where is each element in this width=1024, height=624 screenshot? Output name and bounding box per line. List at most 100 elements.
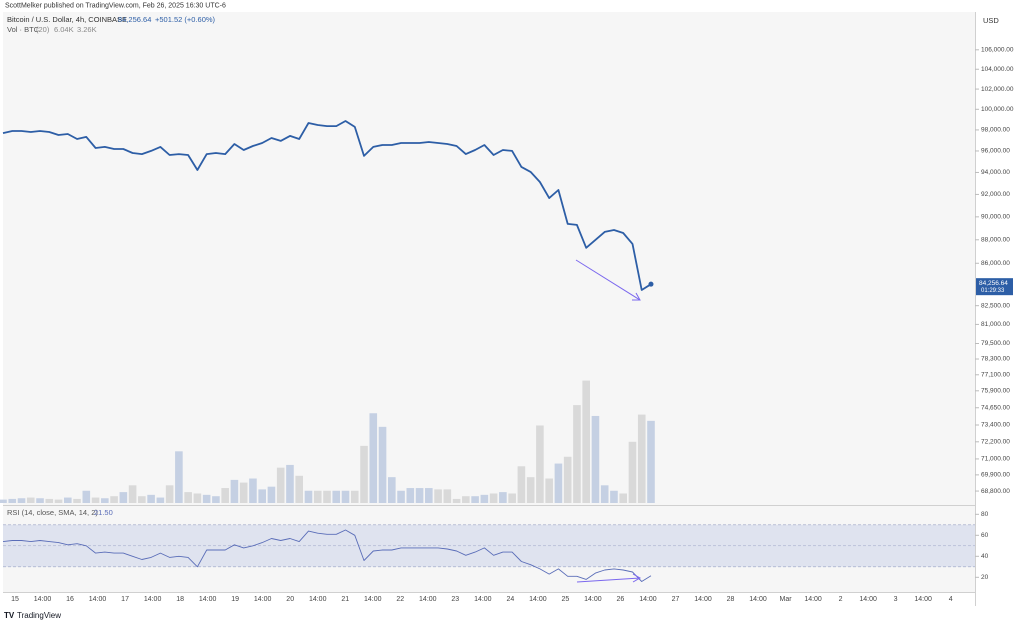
volume-bar (313, 490, 322, 503)
arrow-head (632, 292, 641, 301)
y-tick-label: 68,800.00 (981, 488, 1010, 495)
last-point (648, 281, 654, 287)
y-tick-label: 75,900.00 (981, 388, 1010, 395)
volume-params: (20) (36, 25, 50, 34)
volume-bar (554, 463, 563, 503)
rsi-title: RSI (14, close, SMA, 14, 2) (7, 508, 98, 517)
y-tick-label: 78,300.00 (981, 356, 1010, 363)
price-change: +501.52 (+0.60%) (155, 15, 216, 24)
y-tick-label: 77,100.00 (981, 372, 1010, 379)
volume-bar (184, 492, 192, 503)
y-tick-label: 71,000.00 (981, 456, 1010, 463)
x-tick-label: 14:00 (914, 596, 932, 603)
price-label-box (976, 278, 1013, 296)
x-tick-label: 14:00 (34, 596, 52, 603)
arrow-head (632, 573, 642, 583)
x-tick-label: 22 (396, 596, 404, 603)
x-tick-label: 14:00 (199, 596, 217, 603)
volume-bar (91, 497, 100, 503)
volume-bar (582, 380, 590, 503)
y-tick-label: 90,000.00 (981, 214, 1010, 221)
x-tick-label: 14:00 (89, 596, 107, 603)
volume-bar (119, 492, 128, 503)
y-tick-label: 60 (981, 532, 989, 539)
x-tick-label: 14:00 (804, 596, 822, 603)
footer: TradingView (17, 611, 61, 620)
x-tick-label: 4 (949, 596, 953, 603)
x-tick-label: 2 (839, 596, 843, 603)
volume-bar (165, 485, 174, 503)
x-tick-label: 21 (341, 596, 349, 603)
x-tick-label: 14:00 (639, 596, 657, 603)
volume-bar (147, 494, 155, 503)
arrow-line (576, 577, 641, 583)
x-tick-label: 26 (617, 596, 625, 603)
volume-bar (425, 488, 433, 503)
volume-bar (54, 499, 63, 503)
volume-bar (573, 405, 581, 503)
volume-bar (378, 426, 387, 503)
volume-bar (36, 498, 44, 503)
volume-bar (406, 488, 415, 503)
volume-title: Vol · BTC (7, 25, 40, 34)
volume-bar (489, 493, 498, 503)
y-tick-label: 82,500.00 (981, 302, 1010, 309)
y-tick-label: 88,000.00 (981, 237, 1010, 244)
y-tick-label: 40 (981, 553, 989, 560)
x-tick-label: 14:00 (694, 596, 712, 603)
volume-bar (628, 441, 637, 503)
volume-bar (369, 413, 378, 503)
y-tick-label: 104,000.00 (981, 66, 1014, 73)
y-tick-label: 73,400.00 (981, 422, 1010, 429)
volume-bar (350, 490, 359, 503)
y-tick-label: 20 (981, 574, 989, 581)
volume-bar (563, 456, 572, 503)
volume-bar (239, 482, 248, 503)
x-tick-label: 15 (11, 596, 19, 603)
x-tick-label: 14:00 (859, 596, 877, 603)
volume-bar (397, 490, 405, 503)
countdown: 01:29:33 (981, 288, 1005, 294)
volume-bar (304, 490, 313, 503)
volume-bar (26, 497, 35, 503)
volume-bar (480, 494, 489, 503)
x-tick-label: 23 (451, 596, 459, 603)
x-tick-label: 27 (672, 596, 680, 603)
volume-bar (545, 478, 553, 503)
volume-bar (249, 478, 257, 503)
header: ScottMelker published on TradingView.com… (5, 2, 226, 9)
volume-bar (452, 498, 461, 503)
x-tick-label: 14:00 (474, 596, 492, 603)
volume-bar (45, 498, 54, 503)
volume-bar (267, 486, 276, 503)
volume-bar (156, 497, 165, 503)
volume-bar (360, 445, 368, 503)
rsi-line (2, 529, 652, 582)
y-tick-label: 86,000.00 (981, 260, 1010, 267)
volume-bar (647, 420, 655, 503)
volume-bar (295, 475, 304, 503)
volume-bar (600, 485, 609, 503)
volume-bar (434, 489, 442, 503)
x-tick-label: 20 (286, 596, 294, 603)
volume-bar (202, 494, 211, 503)
y-tick-label: 100,000.00 (981, 106, 1014, 113)
last-price: 84,256.64 (118, 15, 151, 24)
volume-bar (536, 425, 544, 503)
volume-bar (637, 414, 646, 503)
y-tick-label: 102,000.00 (981, 86, 1014, 93)
y-tick-label: 80 (981, 511, 989, 518)
volume-bar (193, 493, 202, 503)
x-tick-label: 3 (894, 596, 898, 603)
x-tick-label: 24 (506, 596, 514, 603)
y-tick-label: 72,200.00 (981, 439, 1010, 446)
x-tick-label: 14:00 (584, 596, 602, 603)
x-tick-label: 14:00 (419, 596, 437, 603)
x-tick-label: 14:00 (364, 596, 382, 603)
volume-bar (17, 498, 26, 503)
volume-last: 6.04K (54, 25, 74, 34)
volume-bar (610, 490, 618, 503)
arrow-line (575, 259, 641, 301)
volume-bar (415, 488, 424, 503)
volume-bar (341, 490, 350, 503)
